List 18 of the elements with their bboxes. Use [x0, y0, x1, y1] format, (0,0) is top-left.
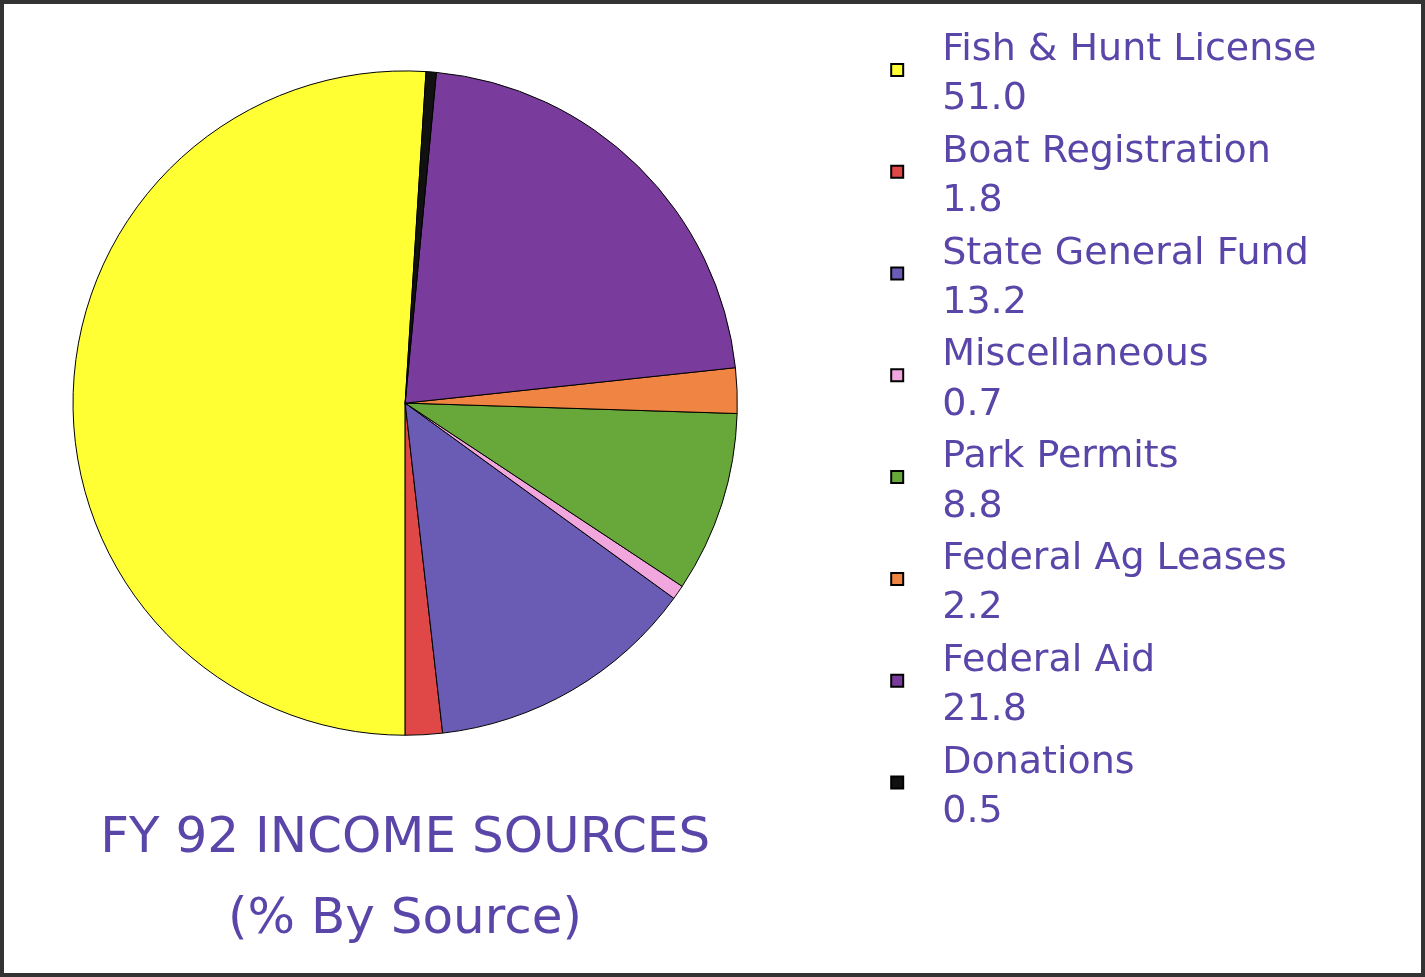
data-label: 21.8: [942, 685, 1027, 730]
legend-label: Miscellaneous: [942, 330, 1209, 375]
text: (% By Source): [228, 887, 582, 945]
legend-label: Fish & Hunt License: [942, 25, 1317, 70]
data-label: 1.8: [942, 176, 1003, 221]
data-label: 0.5: [942, 787, 1003, 832]
legend-label: Park Permits: [942, 432, 1179, 477]
data-label: 8.8: [942, 481, 1003, 526]
data-label: 0.7: [942, 379, 1003, 424]
data-label: 2.2: [942, 583, 1003, 628]
legend-label: State General Fund: [942, 228, 1309, 273]
data-label: 13.2: [942, 278, 1027, 323]
legend-label: Federal Aid: [942, 635, 1156, 680]
text: FY 92 INCOME SOURCES: [100, 806, 711, 865]
legend-label: Federal Ag Leases: [942, 534, 1287, 579]
legend-label: Donations: [942, 737, 1135, 782]
data-label: 51.0: [942, 74, 1027, 119]
legend-label: Boat Registration: [942, 126, 1271, 171]
